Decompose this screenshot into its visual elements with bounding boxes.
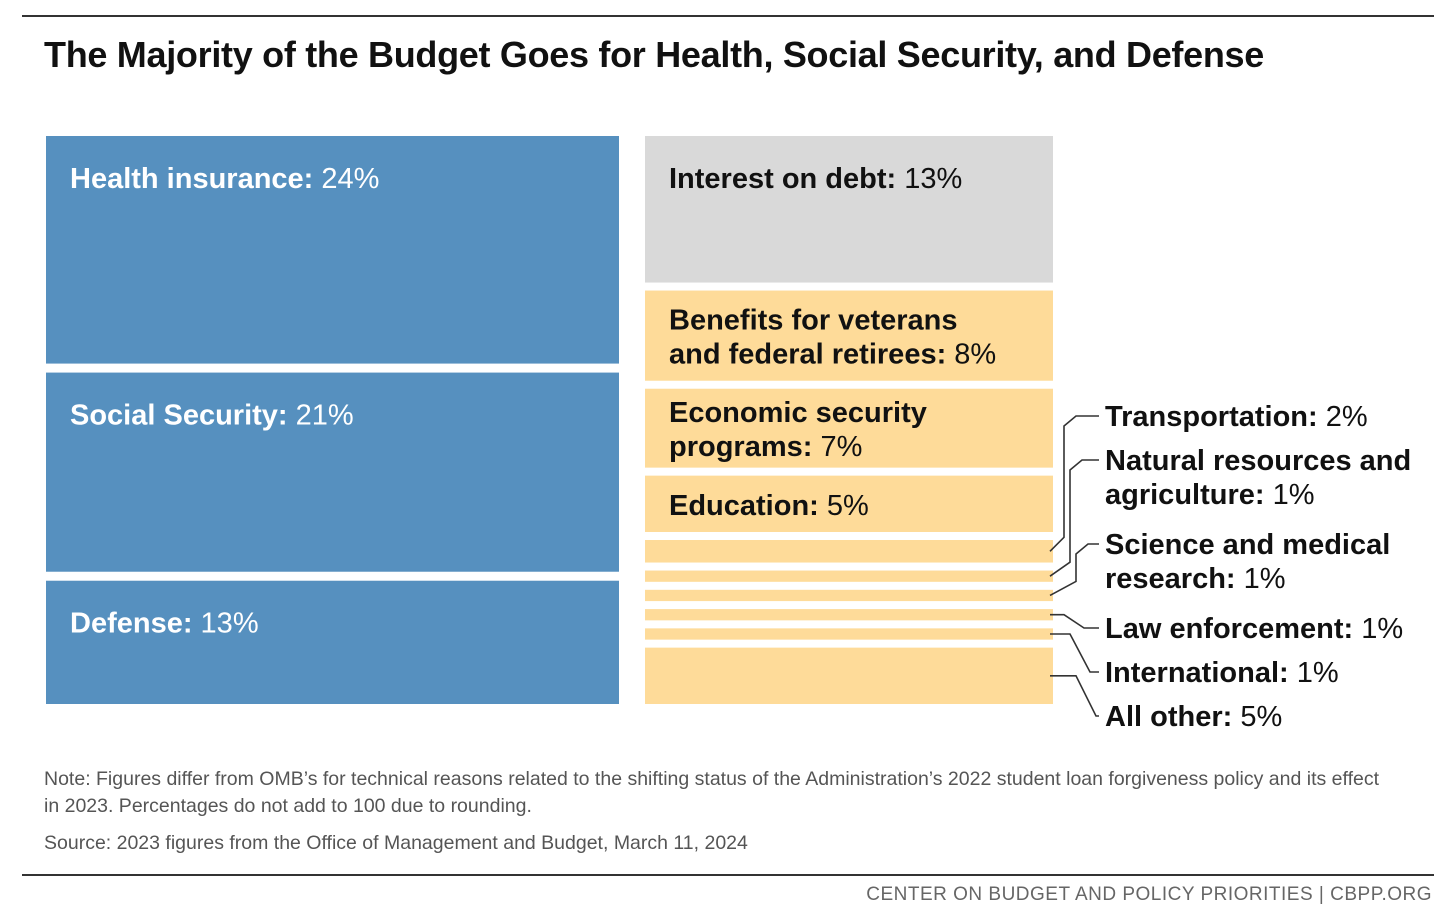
label-science-and-medical-research: Science and medical research: 1% <box>1105 529 1390 595</box>
block-science-and-medical-research <box>645 589 1053 602</box>
block-international <box>645 628 1053 640</box>
leader-line-science-and-medical-research <box>1049 543 1099 597</box>
label-all-other: All other: 5% <box>1105 701 1282 733</box>
label-health-insurance: Health insurance: 24% <box>70 163 379 195</box>
block-health-insurance <box>46 136 619 364</box>
label-benefits-for-veterans-and-federal-retirees: Benefits for veterans and federal retiree… <box>669 305 996 371</box>
leader-line-international <box>1050 633 1099 673</box>
block-economic-security-programs <box>645 388 1053 468</box>
block-transportation <box>645 540 1053 563</box>
label-transportation: Transportation: 2% <box>1105 401 1368 433</box>
label-law-enforcement: Law enforcement: 1% <box>1105 613 1403 645</box>
block-natural-resources-and-agriculture <box>645 570 1053 582</box>
block-interest-on-debt <box>645 136 1053 283</box>
leader-line-all-other <box>1050 675 1099 717</box>
block-social-security <box>46 372 619 572</box>
chart-title: The Majority of the Budget Goes for Heal… <box>44 34 1264 75</box>
block-all-other <box>645 647 1053 704</box>
budget-treemap: Health insurance: 24% Social Security: 21… <box>46 136 1411 733</box>
label-international: International: 1% <box>1105 657 1339 689</box>
footer-credit: CENTER ON BUDGET AND POLICY PRIORITIES |… <box>866 884 1432 905</box>
leader-line-transportation <box>1049 415 1099 552</box>
label-defense: Defense: 13% <box>70 608 259 640</box>
block-education <box>645 475 1053 532</box>
block-benefits-for-veterans-and-federal-retirees <box>645 290 1053 381</box>
label-interest-on-debt: Interest on debt: 13% <box>669 163 962 195</box>
leader-line-law-enforcement <box>1050 613 1099 629</box>
block-defense <box>46 580 619 704</box>
block-law-enforcement <box>645 609 1053 621</box>
leader-line-natural-resources-and-agriculture <box>1049 459 1099 577</box>
label-economic-security-programs: Economic security programs: 7% <box>669 397 927 463</box>
chart-source: Source: 2023 figures from the Office of … <box>44 832 748 854</box>
bottom-rule <box>22 874 1434 876</box>
label-education: Education: 5% <box>669 490 869 522</box>
label-natural-resources-and-agriculture: Natural resources and agriculture: 1% <box>1105 445 1411 511</box>
chart-note: Note: Figures differ from OMB’s for tech… <box>44 768 1380 817</box>
top-rule <box>22 15 1434 17</box>
label-social-security: Social Security: 21% <box>70 400 354 432</box>
